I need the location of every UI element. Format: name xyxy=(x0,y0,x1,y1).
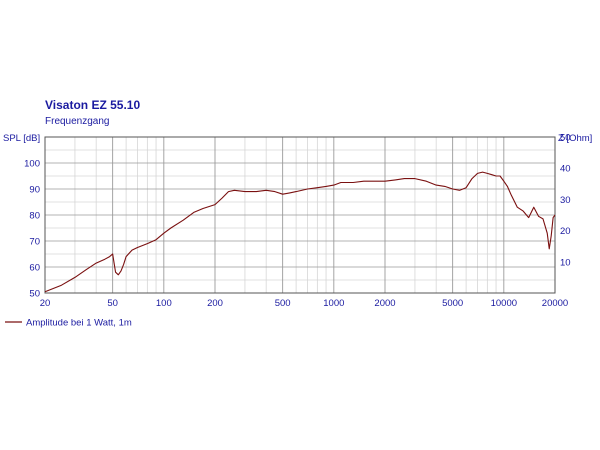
x-tick-label: 20000 xyxy=(542,298,568,309)
y-axis-left-label: SPL [dB] xyxy=(3,133,40,144)
y-right-tick-label: 40 xyxy=(560,164,571,175)
y-left-tick-label: 100 xyxy=(24,159,40,170)
x-tick-label: 5000 xyxy=(442,298,463,309)
y-left-tick-label: 70 xyxy=(29,237,40,248)
chart-title: Visaton EZ 55.10 xyxy=(45,98,140,112)
legend: Amplitude bei 1 Watt, 1m xyxy=(5,318,132,329)
y-right-tick-label: 50 xyxy=(560,133,571,144)
y-left-tick-label: 50 xyxy=(29,289,40,300)
x-tick-label: 200 xyxy=(207,298,223,309)
x-tick-label: 1000 xyxy=(323,298,344,309)
y-right-tick-label: 10 xyxy=(560,257,571,268)
x-tick-labels: 20 50 100 200 500 1000 2000 5000 10000 20000 xyxy=(40,298,569,309)
x-tick-label: 50 xyxy=(107,298,118,309)
major-gridlines xyxy=(45,137,555,293)
x-tick-label: 100 xyxy=(156,298,172,309)
x-tick-label: 2000 xyxy=(374,298,395,309)
y-left-tick-labels: 50 60 70 80 90 100 xyxy=(24,159,40,300)
x-tick-label: 500 xyxy=(275,298,291,309)
x-tick-label: 20 xyxy=(40,298,51,309)
y-left-tick-label: 80 xyxy=(29,211,40,222)
y-right-tick-label: 20 xyxy=(560,226,571,237)
y-right-tick-label: 30 xyxy=(560,195,571,206)
legend-entry: Amplitude bei 1 Watt, 1m xyxy=(26,318,132,329)
y-left-tick-label: 90 xyxy=(29,185,40,196)
y-right-tick-labels: 10 20 30 40 50 xyxy=(560,133,571,269)
y-left-tick-label: 60 xyxy=(29,263,40,274)
x-tick-label: 10000 xyxy=(491,298,517,309)
series-group xyxy=(44,171,556,293)
y-axis-right-label: Z [Ohm] xyxy=(558,133,592,144)
chart-subtitle: Frequenzgang xyxy=(45,116,110,127)
series-line-spl xyxy=(44,171,556,293)
